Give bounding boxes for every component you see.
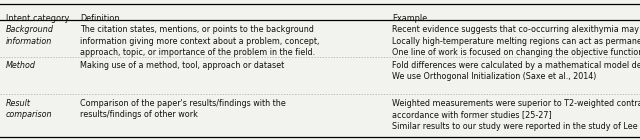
Text: Recent evidence suggests that co-occurring alexithymia may explain deficits [12]: Recent evidence suggests that co-occurri… bbox=[392, 25, 640, 57]
Text: Comparison of the paper's results/findings with the
results/findings of other wo: Comparison of the paper's results/findin… bbox=[80, 99, 285, 119]
Text: Definition: Definition bbox=[80, 14, 120, 23]
Text: Result
comparison: Result comparison bbox=[6, 99, 52, 119]
Text: Weighted measurements were superior to T2-weighted contrast imaging which was in: Weighted measurements were superior to T… bbox=[392, 99, 640, 131]
Text: Example: Example bbox=[392, 14, 427, 23]
Text: Making use of a method, tool, approach or dataset: Making use of a method, tool, approach o… bbox=[80, 61, 284, 70]
Text: The citation states, mentions, or points to the background
information giving mo: The citation states, mentions, or points… bbox=[80, 25, 319, 57]
Text: Fold differences were calculated by a mathematical model described in [4].
We us: Fold differences were calculated by a ma… bbox=[392, 61, 640, 81]
Text: Method: Method bbox=[6, 61, 36, 70]
Text: Background
information: Background information bbox=[6, 25, 54, 46]
Text: Intent category: Intent category bbox=[6, 14, 69, 23]
